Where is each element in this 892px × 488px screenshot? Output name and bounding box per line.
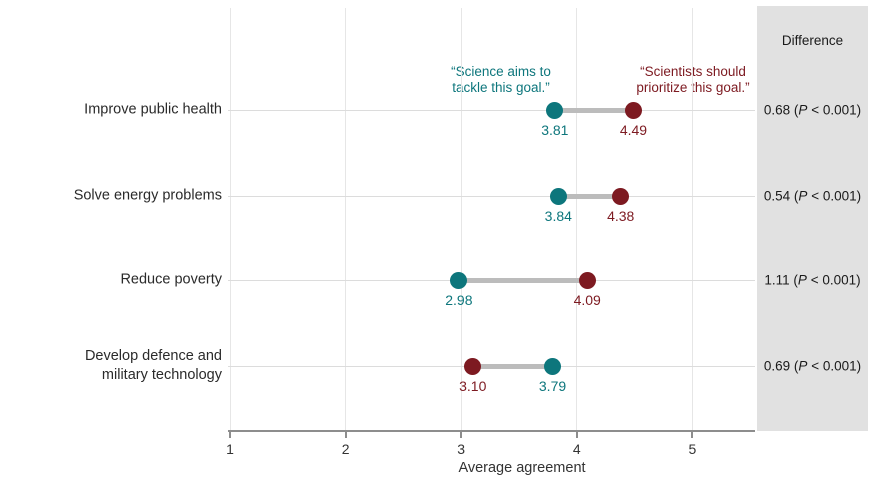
gridline (460, 8, 462, 430)
difference-value-part: < 0.001) (807, 358, 862, 374)
gridline (345, 8, 347, 430)
x-axis-tick-label: 1 (226, 441, 234, 457)
dot-scientists-should (612, 187, 630, 205)
annotation-line: tackle this goal.” (452, 80, 550, 95)
difference-value: 0.54 (P < 0.001) (751, 189, 874, 204)
value-label-science-aims: 3.79 (538, 378, 567, 394)
annotation-science-aims: “Science aims to tackle this goal.” (451, 64, 551, 96)
x-axis-tick (575, 432, 578, 438)
value-label-science-aims: 3.84 (544, 208, 572, 224)
difference-value-part: P (797, 272, 807, 288)
difference-value: 0.69 (P < 0.001) (751, 359, 874, 374)
dot-scientists-should (624, 101, 642, 119)
category-gridline (228, 109, 755, 111)
annotation-line: “Scientists should (640, 64, 746, 79)
x-axis-tick (691, 432, 694, 438)
x-axis-tick (344, 432, 347, 438)
x-axis-title: Average agreement (458, 460, 586, 476)
category-label: Improve public health (0, 101, 222, 120)
gridline (576, 8, 578, 430)
x-axis-tick-label: 2 (341, 441, 350, 457)
difference-value-part: P (798, 188, 808, 204)
difference-value-part: 0.54 ( (763, 188, 799, 204)
dumbbell-connector (472, 363, 553, 369)
value-label-science-aims: 2.98 (445, 292, 473, 308)
x-axis-tick (460, 432, 463, 438)
value-label-scientists-should: 4.09 (573, 292, 601, 308)
category-label-line: military technology (101, 367, 222, 383)
value-label-science-aims: 3.81 (541, 122, 569, 138)
dot-science-aims (450, 271, 468, 289)
difference-value-part: P (798, 358, 808, 374)
category-label: Reduce poverty (0, 271, 222, 290)
dot-science-aims (546, 101, 564, 119)
category-label-line: Improve public health (84, 101, 222, 118)
x-axis-line (228, 430, 755, 432)
category-label-line: Reduce poverty (120, 271, 222, 288)
category-label-line: Solve energy problems (73, 187, 222, 204)
category-label: Develop defence and military technology (0, 347, 222, 385)
value-label-scientists-should: 3.10 (459, 378, 487, 394)
dumbbell-connector (558, 193, 621, 199)
difference-panel-header: Difference (781, 33, 844, 48)
difference-value-part: < 0.001) (807, 102, 862, 118)
gridline (229, 8, 231, 430)
difference-value: 1.11 (P < 0.001) (751, 273, 874, 288)
difference-value-part: 0.68 ( (763, 102, 799, 118)
value-label-scientists-should: 4.49 (619, 122, 648, 138)
category-label: Solve energy problems (0, 187, 222, 206)
difference-value: 0.68 (P < 0.001) (751, 103, 874, 118)
difference-value-part: 1.11 ( (764, 272, 798, 288)
difference-panel (757, 6, 868, 431)
gridline (691, 8, 693, 430)
x-axis-tick-label: 5 (688, 441, 697, 457)
x-axis-tick-label: 3 (457, 441, 466, 457)
category-gridline (228, 195, 755, 197)
dot-science-aims (549, 187, 567, 205)
dot-scientists-should (578, 271, 596, 289)
dumbbell-connector (554, 107, 634, 113)
annotation-line: “Science aims to (451, 64, 551, 79)
annotation-scientists-should: “Scientists should prioritize this goal.… (636, 64, 749, 96)
difference-value-part: < 0.001) (807, 188, 862, 204)
x-axis-tick (229, 432, 231, 438)
dot-scientists-should (464, 357, 482, 375)
category-label-line: Develop defence and (84, 348, 222, 364)
difference-value-part: P (798, 102, 808, 118)
difference-value-part: 0.69 ( (763, 358, 799, 374)
difference-value-part: < 0.001) (806, 272, 861, 288)
dumbbell-connector (458, 277, 588, 283)
value-label-scientists-should: 4.38 (607, 208, 635, 224)
annotation-line: prioritize this goal.” (636, 80, 750, 95)
x-axis-tick-label: 4 (572, 441, 581, 457)
dot-science-aims (544, 357, 562, 375)
